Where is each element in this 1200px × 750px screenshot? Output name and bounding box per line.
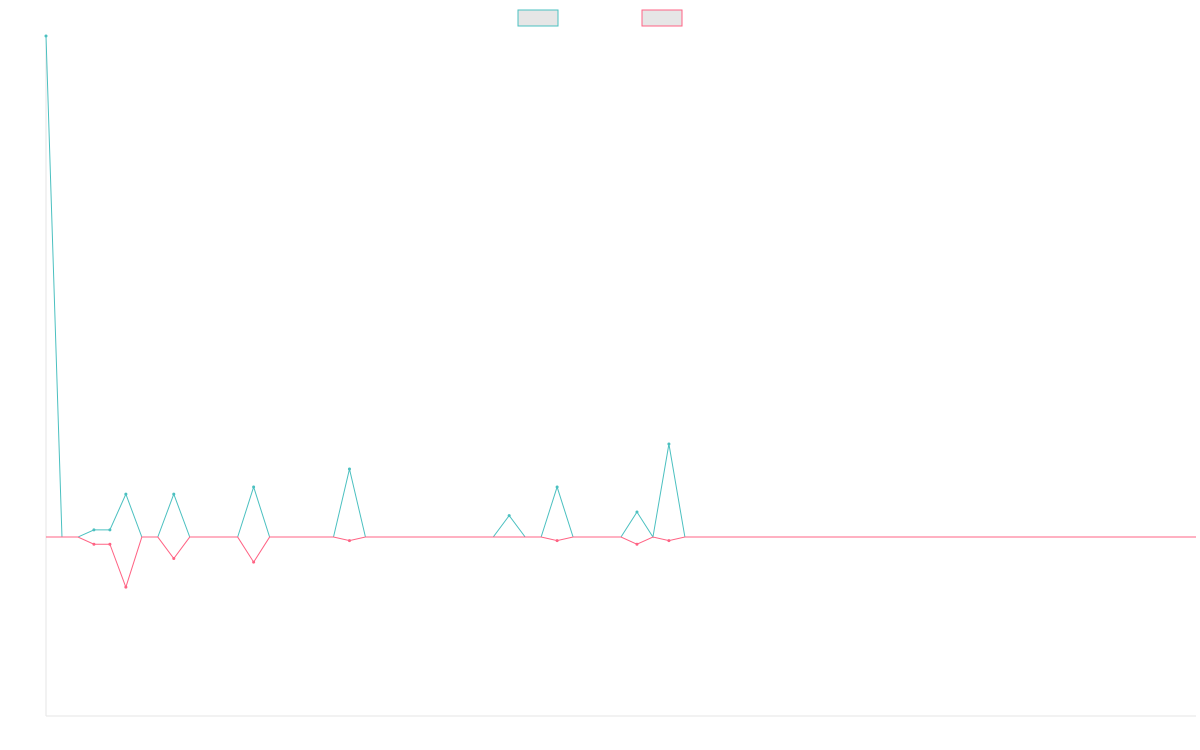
data-point[interactable] (555, 485, 559, 489)
series-line-0 (45, 35, 1196, 539)
legend-item-1[interactable] (641, 9, 683, 27)
data-point[interactable] (667, 539, 671, 543)
data-point[interactable] (347, 467, 351, 471)
series-layer (44, 34, 1196, 589)
legend-item-0[interactable] (517, 9, 559, 27)
legend (517, 9, 683, 27)
data-point[interactable] (347, 539, 351, 543)
data-point[interactable] (252, 560, 256, 564)
legend-swatch-1[interactable] (641, 9, 683, 27)
data-point[interactable] (507, 514, 511, 518)
data-point[interactable] (44, 34, 48, 38)
data-point[interactable] (124, 492, 128, 496)
data-point[interactable] (667, 442, 671, 446)
data-point[interactable] (635, 542, 639, 546)
legend-swatch-0[interactable] (517, 9, 559, 27)
data-point[interactable] (172, 557, 176, 561)
data-point[interactable] (108, 528, 112, 532)
data-point[interactable] (635, 510, 639, 514)
series-line-1 (46, 536, 1196, 589)
data-point[interactable] (108, 542, 112, 546)
data-point[interactable] (172, 492, 176, 496)
data-point[interactable] (124, 585, 128, 589)
data-point[interactable] (92, 542, 96, 546)
series-0 (44, 34, 1196, 539)
data-point[interactable] (555, 539, 559, 543)
data-point[interactable] (252, 485, 256, 489)
series-1 (46, 536, 1196, 589)
data-point[interactable] (92, 528, 96, 532)
